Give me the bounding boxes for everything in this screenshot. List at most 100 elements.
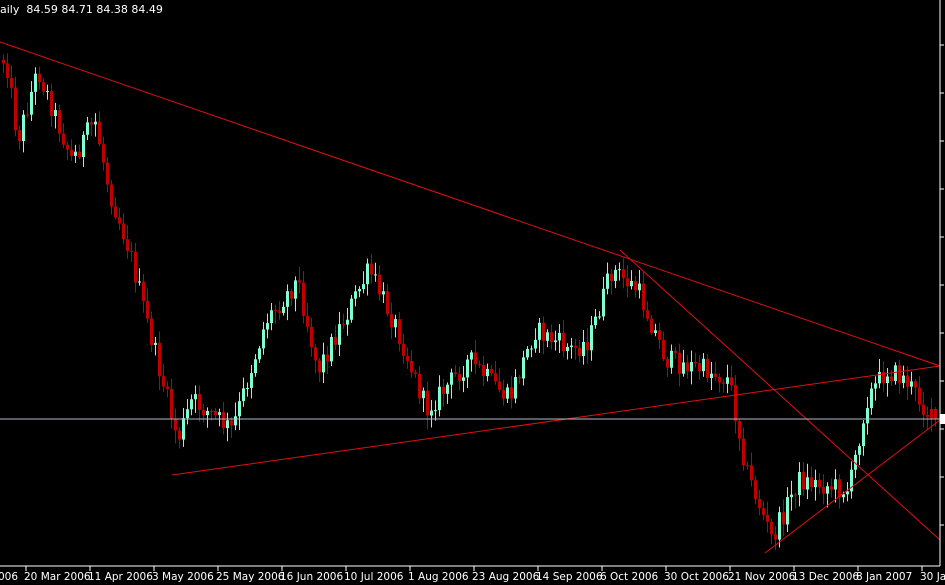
candle-body (706, 358, 709, 379)
candle (178, 426, 181, 449)
candle (850, 461, 853, 499)
candle (422, 387, 425, 412)
candle (70, 139, 73, 161)
candle (498, 368, 501, 393)
candle-body (410, 360, 413, 373)
trendline-ascending[interactable] (764, 419, 941, 554)
candle-body (274, 310, 277, 312)
candle-body (214, 411, 217, 416)
candle-body (870, 388, 873, 409)
candle-body (546, 332, 549, 341)
candle-body (50, 91, 53, 117)
candle-body (650, 318, 653, 333)
candle-body (834, 479, 837, 490)
candle (394, 314, 397, 338)
candle-body (642, 283, 645, 311)
candle (418, 366, 421, 405)
candle (246, 382, 249, 397)
candle-body (18, 130, 21, 141)
candle (474, 340, 477, 375)
candle (146, 288, 149, 324)
candle-body (450, 372, 453, 385)
x-tick-label: 8 Jan 2007 (856, 571, 912, 583)
candle (2, 54, 5, 74)
candle (434, 400, 437, 421)
candle (550, 324, 553, 350)
candle (182, 407, 185, 447)
candle-body (466, 359, 469, 378)
trendline-upper-resistance[interactable] (0, 41, 941, 367)
candle (454, 365, 457, 377)
candle-body (306, 315, 309, 327)
candle-body (238, 401, 241, 417)
candle (658, 322, 661, 349)
candle (634, 275, 637, 298)
candle (882, 361, 885, 392)
candle-body (38, 73, 41, 83)
candle (334, 325, 337, 351)
candle-body (902, 375, 905, 383)
candle-body (614, 269, 617, 281)
candle-body (182, 418, 185, 440)
bid-price-marker (940, 414, 945, 424)
candle (666, 356, 669, 377)
candle-body (334, 337, 337, 345)
candle-body (342, 324, 345, 326)
candle (518, 374, 521, 384)
candle-body (62, 133, 65, 145)
candle (362, 271, 365, 294)
candle (150, 311, 153, 353)
candle-body (298, 280, 301, 283)
candle-body (218, 412, 221, 416)
candle (190, 394, 193, 416)
candle-body (426, 390, 429, 416)
candle-body (714, 373, 717, 377)
candle (446, 382, 449, 404)
candle-body (670, 350, 673, 368)
candle (430, 399, 433, 428)
candle (142, 274, 145, 313)
candle-body (598, 316, 601, 318)
candle-body (194, 394, 197, 400)
candle-body (686, 362, 689, 372)
candle (742, 427, 745, 471)
candle (822, 474, 825, 505)
candle (46, 84, 49, 100)
candle (258, 346, 261, 363)
candle (510, 375, 513, 409)
candle-body (550, 332, 553, 343)
candle (886, 368, 889, 397)
candle (546, 329, 549, 348)
candle-body (406, 355, 409, 361)
candle-body (534, 339, 537, 349)
candle-body (338, 324, 341, 345)
trendline-descending[interactable] (619, 249, 941, 541)
candle-body (470, 352, 473, 360)
candle (602, 276, 605, 321)
candle-body (802, 472, 805, 490)
candle-body (122, 223, 125, 240)
candle-body (294, 280, 297, 299)
candle (154, 336, 157, 356)
candle-body (914, 381, 917, 388)
candle (242, 377, 245, 407)
candle (566, 343, 569, 360)
candle (514, 369, 517, 404)
candle-body (66, 144, 69, 150)
candle-body (486, 368, 489, 377)
candle (630, 270, 633, 290)
candle-body (854, 454, 857, 470)
candle-body (246, 387, 249, 389)
candle (462, 365, 465, 393)
trendline-lower-support[interactable] (171, 365, 941, 476)
candle (34, 67, 37, 105)
candle (902, 365, 905, 389)
candle-body (2, 60, 5, 64)
candle-body (366, 263, 369, 285)
candle (94, 113, 97, 137)
candle (450, 368, 453, 399)
candle (854, 450, 857, 479)
chart-header: aily 84.59 84.71 84.38 84.49 (0, 3, 163, 16)
candle-body (782, 512, 785, 525)
